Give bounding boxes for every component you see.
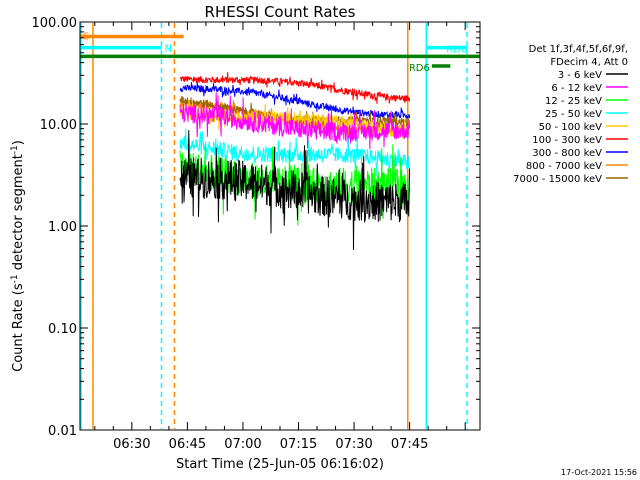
flag-label-s: S [83, 32, 89, 43]
flag-label-rd6: RD6 [409, 63, 430, 74]
x-axis-label: Start Time (25-Jun-05 06:16:02) [176, 457, 384, 472]
plot-area [80, 22, 480, 430]
legend-entry: 25 - 50 keV [545, 109, 602, 120]
y-tick-label: 1.00 [48, 220, 77, 235]
y-tick-label: 10.00 [40, 118, 77, 133]
flag-label-rd0: RD0 [446, 45, 467, 56]
y-tick-label: 100.00 [32, 16, 78, 31]
x-tick-label: 06:45 [169, 437, 206, 452]
x-tick-label: 06:30 [113, 437, 150, 452]
series-line-6 [179, 81, 411, 120]
legend-entry: 7000 - 15000 keV [513, 174, 602, 185]
legend-entry: 100 - 300 keV [532, 135, 602, 146]
series-line-0 [179, 130, 411, 251]
y-tick-label: 0.01 [48, 424, 77, 439]
x-tick-label: 07:00 [224, 437, 261, 452]
chart-title: RHESSI Count Rates [205, 3, 356, 21]
legend-entry: 3 - 6 keV [558, 70, 602, 81]
flag-label-n: N [164, 44, 171, 55]
series-line-3 [179, 128, 410, 177]
legend: Det 1f,3f,4f,5f,6f,9f, FDecim 4, Att 0 3 -… [513, 44, 628, 185]
legend-header: Det 1f,3f,4f,5f,6f,9f, [529, 44, 628, 55]
y-axis-label: Count Rate (s-1 detector segment-1) [10, 140, 26, 372]
legend-entry: 800 - 7000 keV [526, 161, 602, 172]
x-tick-label: 07:45 [391, 437, 428, 452]
series-line-5 [179, 72, 411, 104]
x-tick-label: 07:30 [335, 437, 372, 452]
footer-timestamp: 17-Oct-2021 15:56 [561, 468, 637, 477]
series-line-1 [179, 92, 411, 151]
legend-entry: 300 - 800 keV [532, 148, 602, 159]
legend-entry: 12 - 25 keV [545, 96, 602, 107]
x-tick-label: 07:15 [280, 437, 317, 452]
legend-entry: 6 - 12 keV [551, 83, 602, 94]
legend-entry: 50 - 100 keV [539, 122, 603, 133]
y-tick-label: 0.10 [48, 322, 77, 337]
legend-header: FDecim 4, Att 0 [550, 57, 628, 68]
